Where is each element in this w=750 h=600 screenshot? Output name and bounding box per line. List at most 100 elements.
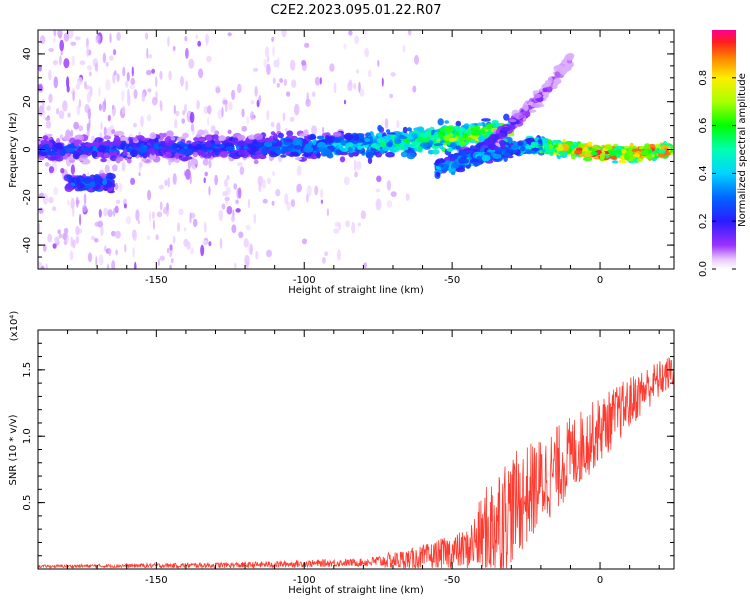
heatmap-cell [46, 133, 53, 137]
heatmap-cell [94, 238, 99, 243]
heatmap-cell [54, 236, 60, 244]
heatmap-cell [444, 120, 450, 124]
heatmap-cell [281, 146, 289, 153]
heatmap-cell [105, 175, 111, 179]
heatmap-cell [180, 76, 184, 87]
heatmap-cell [42, 243, 47, 252]
heatmap-cell [113, 49, 117, 56]
heatmap-cell [94, 140, 100, 149]
heatmap-cell [476, 122, 483, 127]
heatmap-cell [63, 32, 70, 42]
heatmap-cell [226, 205, 233, 215]
heatmap-cell [121, 161, 126, 172]
heatmap-cell [402, 138, 410, 142]
heatmap-cell [245, 224, 251, 231]
heatmap-cell [623, 145, 630, 149]
heatmap-cell [444, 126, 453, 133]
heatmap-cell [202, 158, 209, 166]
heatmap-cell [104, 245, 107, 252]
heatmap-cell [343, 176, 350, 185]
heatmap-cell [157, 258, 160, 267]
heatmap-cell [79, 182, 84, 189]
heatmap-cell [116, 73, 120, 82]
heatmap-cell [283, 78, 287, 87]
y-tick-label: 0 [22, 146, 33, 152]
heatmap-cell [599, 152, 606, 160]
heatmap-cell [613, 143, 619, 147]
heatmap-cell [153, 142, 159, 150]
heatmap-cell [339, 156, 346, 163]
heatmap-cell [73, 140, 80, 147]
heatmap-cell [136, 135, 145, 140]
heatmap-cell [164, 179, 168, 186]
heatmap-cell [311, 125, 317, 135]
heatmap-cell [211, 134, 219, 140]
heatmap-cell [385, 151, 395, 158]
heatmap-cell [202, 239, 208, 246]
heatmap-cell [246, 115, 250, 125]
heatmap-cell [159, 153, 164, 157]
heatmap-cell [63, 58, 70, 69]
heatmap-cell [402, 126, 408, 134]
heatmap-cell [356, 160, 362, 171]
heatmap-cell [169, 251, 172, 258]
heatmap-cell [171, 258, 174, 264]
heatmap-cell [329, 63, 335, 72]
heatmap-cell [318, 146, 324, 152]
heatmap-cell [191, 158, 198, 165]
heatmap-cell [153, 219, 155, 231]
heatmap-cell [74, 36, 81, 41]
heatmap-cell [48, 196, 54, 204]
heatmap-cell [439, 145, 444, 150]
heatmap-cell [122, 66, 126, 77]
heatmap-cell [114, 182, 119, 191]
heatmap-cell [433, 136, 440, 140]
heatmap-cell [72, 90, 75, 102]
heatmap-cell [346, 142, 354, 148]
heatmap-cell [104, 164, 110, 174]
heatmap-cell [149, 132, 157, 140]
heatmap-cell [459, 137, 465, 143]
heatmap-cell [113, 70, 117, 76]
heatmap-cell [116, 32, 121, 41]
heatmap-cell [271, 36, 275, 42]
heatmap-cell [542, 87, 548, 93]
heatmap-cell [115, 156, 121, 164]
heatmap-cell [146, 47, 149, 59]
heatmap-cell [181, 118, 185, 124]
heatmap-cell [178, 208, 184, 216]
heatmap-cell [343, 132, 354, 141]
heatmap-cell [111, 230, 116, 237]
heatmap-cell [44, 116, 51, 121]
heatmap-cell [263, 58, 268, 69]
heatmap-cell [132, 229, 137, 241]
heatmap-cell [192, 151, 198, 158]
heatmap-cell [70, 164, 75, 175]
heatmap-cell [188, 58, 195, 69]
heatmap-cell [611, 160, 619, 164]
heatmap-cell [291, 79, 297, 89]
heatmap-cell [112, 139, 122, 147]
heatmap-cell [102, 141, 112, 146]
heatmap-cell [386, 141, 393, 147]
heatmap-cell [360, 210, 367, 220]
heatmap-cell [505, 149, 514, 154]
heatmap-cell [114, 130, 125, 136]
heatmap-cell [232, 137, 239, 142]
heatmap-cell [604, 144, 613, 150]
heatmap-cell [82, 204, 87, 213]
heatmap-cell [255, 250, 259, 260]
heatmap-cell [58, 149, 67, 155]
heatmap-cell [38, 222, 41, 234]
heatmap-cell [73, 121, 80, 130]
heatmap-cell [365, 151, 374, 159]
heatmap-cell [250, 100, 255, 105]
heatmap-cell [66, 76, 70, 88]
heatmap-cell [184, 227, 187, 232]
heatmap-cell [70, 129, 74, 137]
heatmap-cell [296, 183, 303, 193]
heatmap-cell [76, 77, 83, 85]
heatmap-cell [376, 175, 382, 183]
heatmap-cell [414, 54, 419, 65]
heatmap-cell [265, 46, 270, 58]
